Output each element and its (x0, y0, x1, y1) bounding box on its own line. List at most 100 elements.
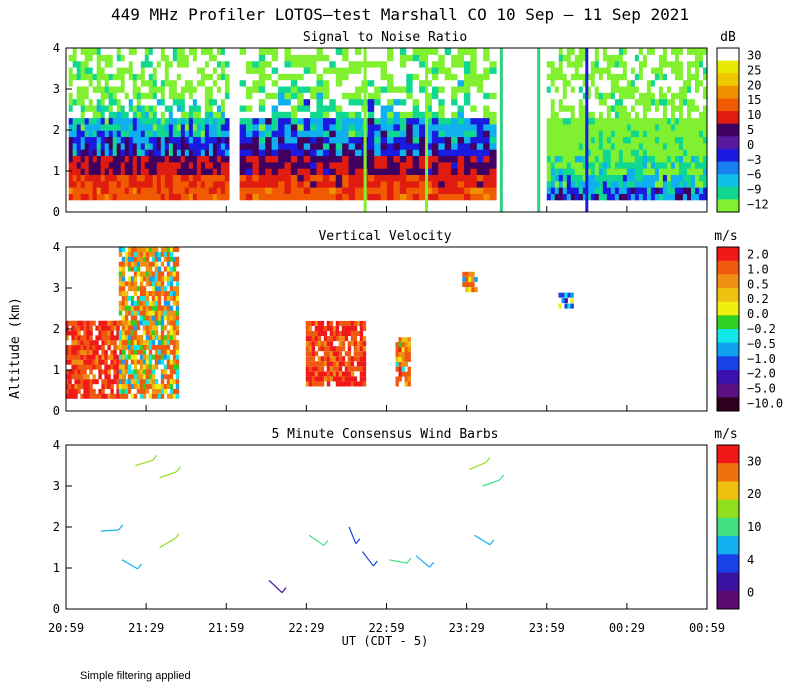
snr-cell (252, 117, 260, 125)
snr-cell (489, 123, 497, 131)
snr-cell (682, 66, 688, 74)
snr-cell (562, 92, 568, 100)
snr-cell (626, 174, 632, 182)
velocity-cell (65, 349, 69, 355)
snr-cell (92, 73, 98, 81)
snr-cell (406, 117, 414, 125)
velocity-cell (130, 276, 135, 282)
snr-cell (457, 180, 465, 188)
snr-cell (196, 66, 202, 74)
velocity-cell (398, 351, 402, 357)
velocity-cell (404, 376, 408, 382)
velocity-cell (157, 281, 162, 287)
snr-cell (136, 54, 142, 62)
snr-cell (586, 79, 592, 87)
snr-cell (92, 98, 98, 106)
snr-cell (252, 104, 260, 112)
velocity-cell (127, 374, 132, 380)
snr-cell (638, 85, 644, 93)
snr-cell (172, 193, 178, 201)
snr-cell (578, 117, 584, 125)
snr-cell (76, 155, 82, 163)
snr-cell (406, 130, 414, 138)
snr-cell (690, 98, 696, 106)
snr-cell (654, 174, 660, 182)
snr-cell (284, 48, 292, 55)
snr-cell (606, 180, 612, 188)
snr-cell (412, 180, 420, 188)
snr-cell (329, 187, 337, 194)
snr-cell (380, 161, 388, 169)
velocity-cell (118, 344, 123, 350)
velocity-cell (314, 351, 319, 357)
snr-cell (670, 174, 676, 182)
snr-cell (451, 180, 459, 188)
snr-cell (698, 98, 704, 106)
snr-cell (674, 168, 680, 176)
snr-cell (342, 85, 350, 93)
snr-cell (374, 180, 382, 188)
snr-cell (310, 136, 318, 144)
snr-cell (594, 155, 600, 163)
snr-cell (590, 142, 596, 150)
snr-cell (208, 73, 214, 81)
snr-cell (634, 66, 640, 74)
velocity-cell (160, 379, 165, 385)
snr-cell (176, 60, 182, 68)
velocity-cell (139, 354, 144, 360)
snr-cell (412, 54, 420, 62)
snr-cell (196, 161, 202, 169)
snr-cell (550, 111, 556, 119)
snr-cell (216, 73, 222, 81)
figure-title: 449 MHz Profiler LOTOS—test Marshall CO … (111, 5, 689, 24)
snr-cell (686, 48, 692, 55)
snr-cell (184, 180, 190, 188)
snr-cell (124, 155, 130, 163)
snr-cell (678, 161, 684, 169)
velocity-cell (169, 256, 174, 262)
snr-cell (431, 180, 439, 188)
snr-cell (690, 123, 696, 131)
velocity-cell (175, 344, 180, 350)
velocity-cell (124, 261, 129, 267)
snr-cell (483, 149, 491, 157)
velocity-cell (145, 276, 150, 282)
snr-cell (204, 92, 210, 100)
snr-cell (176, 73, 182, 81)
snr-cell (412, 123, 420, 131)
snr-cell (316, 98, 324, 106)
snr-cell (406, 98, 414, 106)
snr-cell (112, 48, 118, 55)
snr-cell (602, 98, 608, 106)
snr-cell (598, 174, 604, 182)
snr-cell (682, 142, 688, 150)
velocity-cell (169, 379, 174, 385)
velocity-cell (344, 331, 349, 337)
snr-cell (104, 161, 110, 169)
snr-cell (310, 60, 318, 68)
snr-cell (84, 161, 90, 169)
velocity-cell (142, 261, 147, 267)
velocity-cell (148, 281, 153, 287)
snr-cell (278, 136, 286, 144)
snr-cell (574, 66, 580, 74)
velocity-cell (130, 320, 135, 326)
snr-cell (642, 174, 648, 182)
snr-cell (335, 142, 343, 150)
velocity-cell (127, 251, 132, 257)
snr-cell (483, 104, 491, 112)
velocity-cell (133, 256, 138, 262)
x-tick-label: 00:29 (609, 621, 645, 635)
snr-cell (399, 66, 407, 74)
snr-cell (271, 174, 279, 182)
snr-cell (354, 136, 362, 144)
snr-cell (546, 85, 552, 93)
snr-cell (431, 92, 439, 100)
snr-cell (124, 193, 130, 201)
x-tick-label: 20:59 (48, 621, 84, 635)
velocity-cell (80, 393, 84, 399)
snr-cell (582, 161, 588, 169)
snr-cell (192, 117, 198, 125)
snr-cell (425, 54, 433, 62)
velocity-cell (110, 330, 114, 336)
